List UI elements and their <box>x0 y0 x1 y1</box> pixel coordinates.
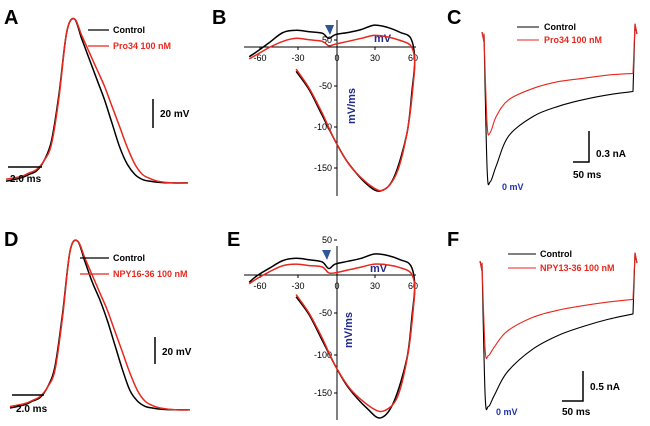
panel-c-label: C <box>447 7 461 29</box>
panel-f-legend-treated: NPY13-36 100 nM <box>540 263 615 273</box>
panel-c-scale-t-label: 50 ms <box>573 170 602 181</box>
panel-e-x-unit: mV <box>370 263 388 275</box>
panel-e: E -60 -30 0 30 60 50 -50 -100 -150 mV mV… <box>227 229 418 420</box>
panel-d-trace-treated <box>9 239 191 411</box>
panel-e-ytick: -150 <box>314 388 332 398</box>
panel-d-scale-v-label: 20 mV <box>162 347 192 358</box>
panel-c-holding-label: 0 mV <box>502 182 524 192</box>
panel-a: A Control Pro34 100 nM 20 mV 2.0 ms <box>4 7 190 185</box>
panel-d-label: D <box>4 229 18 251</box>
panel-e-xtick: -30 <box>291 281 304 291</box>
panel-f-trace-control <box>479 252 638 411</box>
panel-f: F Control NPY13-36 100 nM 0.5 nA 50 ms 0… <box>447 229 638 418</box>
panel-c-legend-control: Control <box>544 22 576 32</box>
panel-f-scale-i-label: 0.5 nA <box>590 382 620 393</box>
panel-b-xtick: 30 <box>370 53 380 63</box>
panel-c-trace-control <box>481 23 638 186</box>
panel-e-ytick: -100 <box>314 350 332 360</box>
panel-b-xtick: 0 <box>334 53 339 63</box>
panel-a-legend-treated: Pro34 100 nM <box>113 41 171 51</box>
panel-c-traces <box>481 23 638 186</box>
panel-d-legend-treated: NPY16-36 100 nM <box>113 269 188 279</box>
panel-d: D Control NPY16-36 100 nM 20 mV 2.0 ms <box>4 229 192 415</box>
panel-f-scalebar <box>562 371 584 402</box>
panel-e-label: E <box>227 229 240 251</box>
panel-e-xtick: 60 <box>408 281 418 291</box>
panel-b-threshold-marker <box>325 25 334 35</box>
panel-b-ytick: -100 <box>314 122 332 132</box>
panel-b-traces <box>248 24 416 192</box>
panel-f-label: F <box>447 229 459 251</box>
panel-d-legend-control: Control <box>113 253 145 263</box>
panel-c-legend-treated: Pro34 100 nM <box>544 35 602 45</box>
panel-e-ytick: -50 <box>319 308 332 318</box>
panel-b-xtick: 60 <box>408 53 418 63</box>
panel-f-legend-control: Control <box>540 249 572 259</box>
panel-e-threshold-marker <box>322 250 331 260</box>
panel-f-traces <box>479 252 638 411</box>
panel-a-trace-treated <box>5 17 189 184</box>
panel-d-scale-t-label: 2.0 ms <box>16 404 48 415</box>
panel-c-scale-i-label: 0.3 nA <box>596 149 626 160</box>
panel-b-label: B <box>212 7 226 29</box>
panel-e-xtick: 0 <box>334 281 339 291</box>
panel-e-xtick: 30 <box>370 281 380 291</box>
panel-b-trace-treated <box>248 34 416 192</box>
panel-b-xtick: -60 <box>253 53 266 63</box>
panel-e-trace-treated <box>248 263 416 413</box>
panel-b-y-unit: mV/ms <box>346 88 358 124</box>
panel-e-ytick: 50 <box>322 235 332 245</box>
panel-a-scale-t-label: 2.0 ms <box>10 174 42 185</box>
panel-c-scalebar <box>573 131 590 163</box>
panel-b-xtick: -30 <box>291 53 304 63</box>
panel-a-scale-v-label: 20 mV <box>160 109 190 120</box>
panel-e-xtick: -60 <box>253 281 266 291</box>
panel-b-ytick: -150 <box>314 163 332 173</box>
panel-f-scale-t-label: 50 ms <box>562 407 591 418</box>
panel-c: C Control Pro34 100 nM 0.3 nA 50 ms 0 mV <box>447 7 638 192</box>
panel-a-legend-control: Control <box>113 25 145 35</box>
panel-c-trace-treated <box>481 23 638 136</box>
panel-f-trace-treated <box>479 252 638 360</box>
panel-a-label: A <box>4 7 18 29</box>
panel-b-ytick: 50 <box>322 35 332 45</box>
panel-e-traces <box>248 253 416 419</box>
panel-f-holding-label: 0 mV <box>496 407 518 417</box>
panel-e-y-unit: mV/ms <box>343 312 355 348</box>
panel-d-traces <box>9 239 191 411</box>
panel-b-ytick: -50 <box>319 81 332 91</box>
panel-b: B -60 -30 0 30 60 50 -50 -100 -150 mV mV… <box>212 7 418 196</box>
panel-d-trace-control <box>9 239 191 411</box>
